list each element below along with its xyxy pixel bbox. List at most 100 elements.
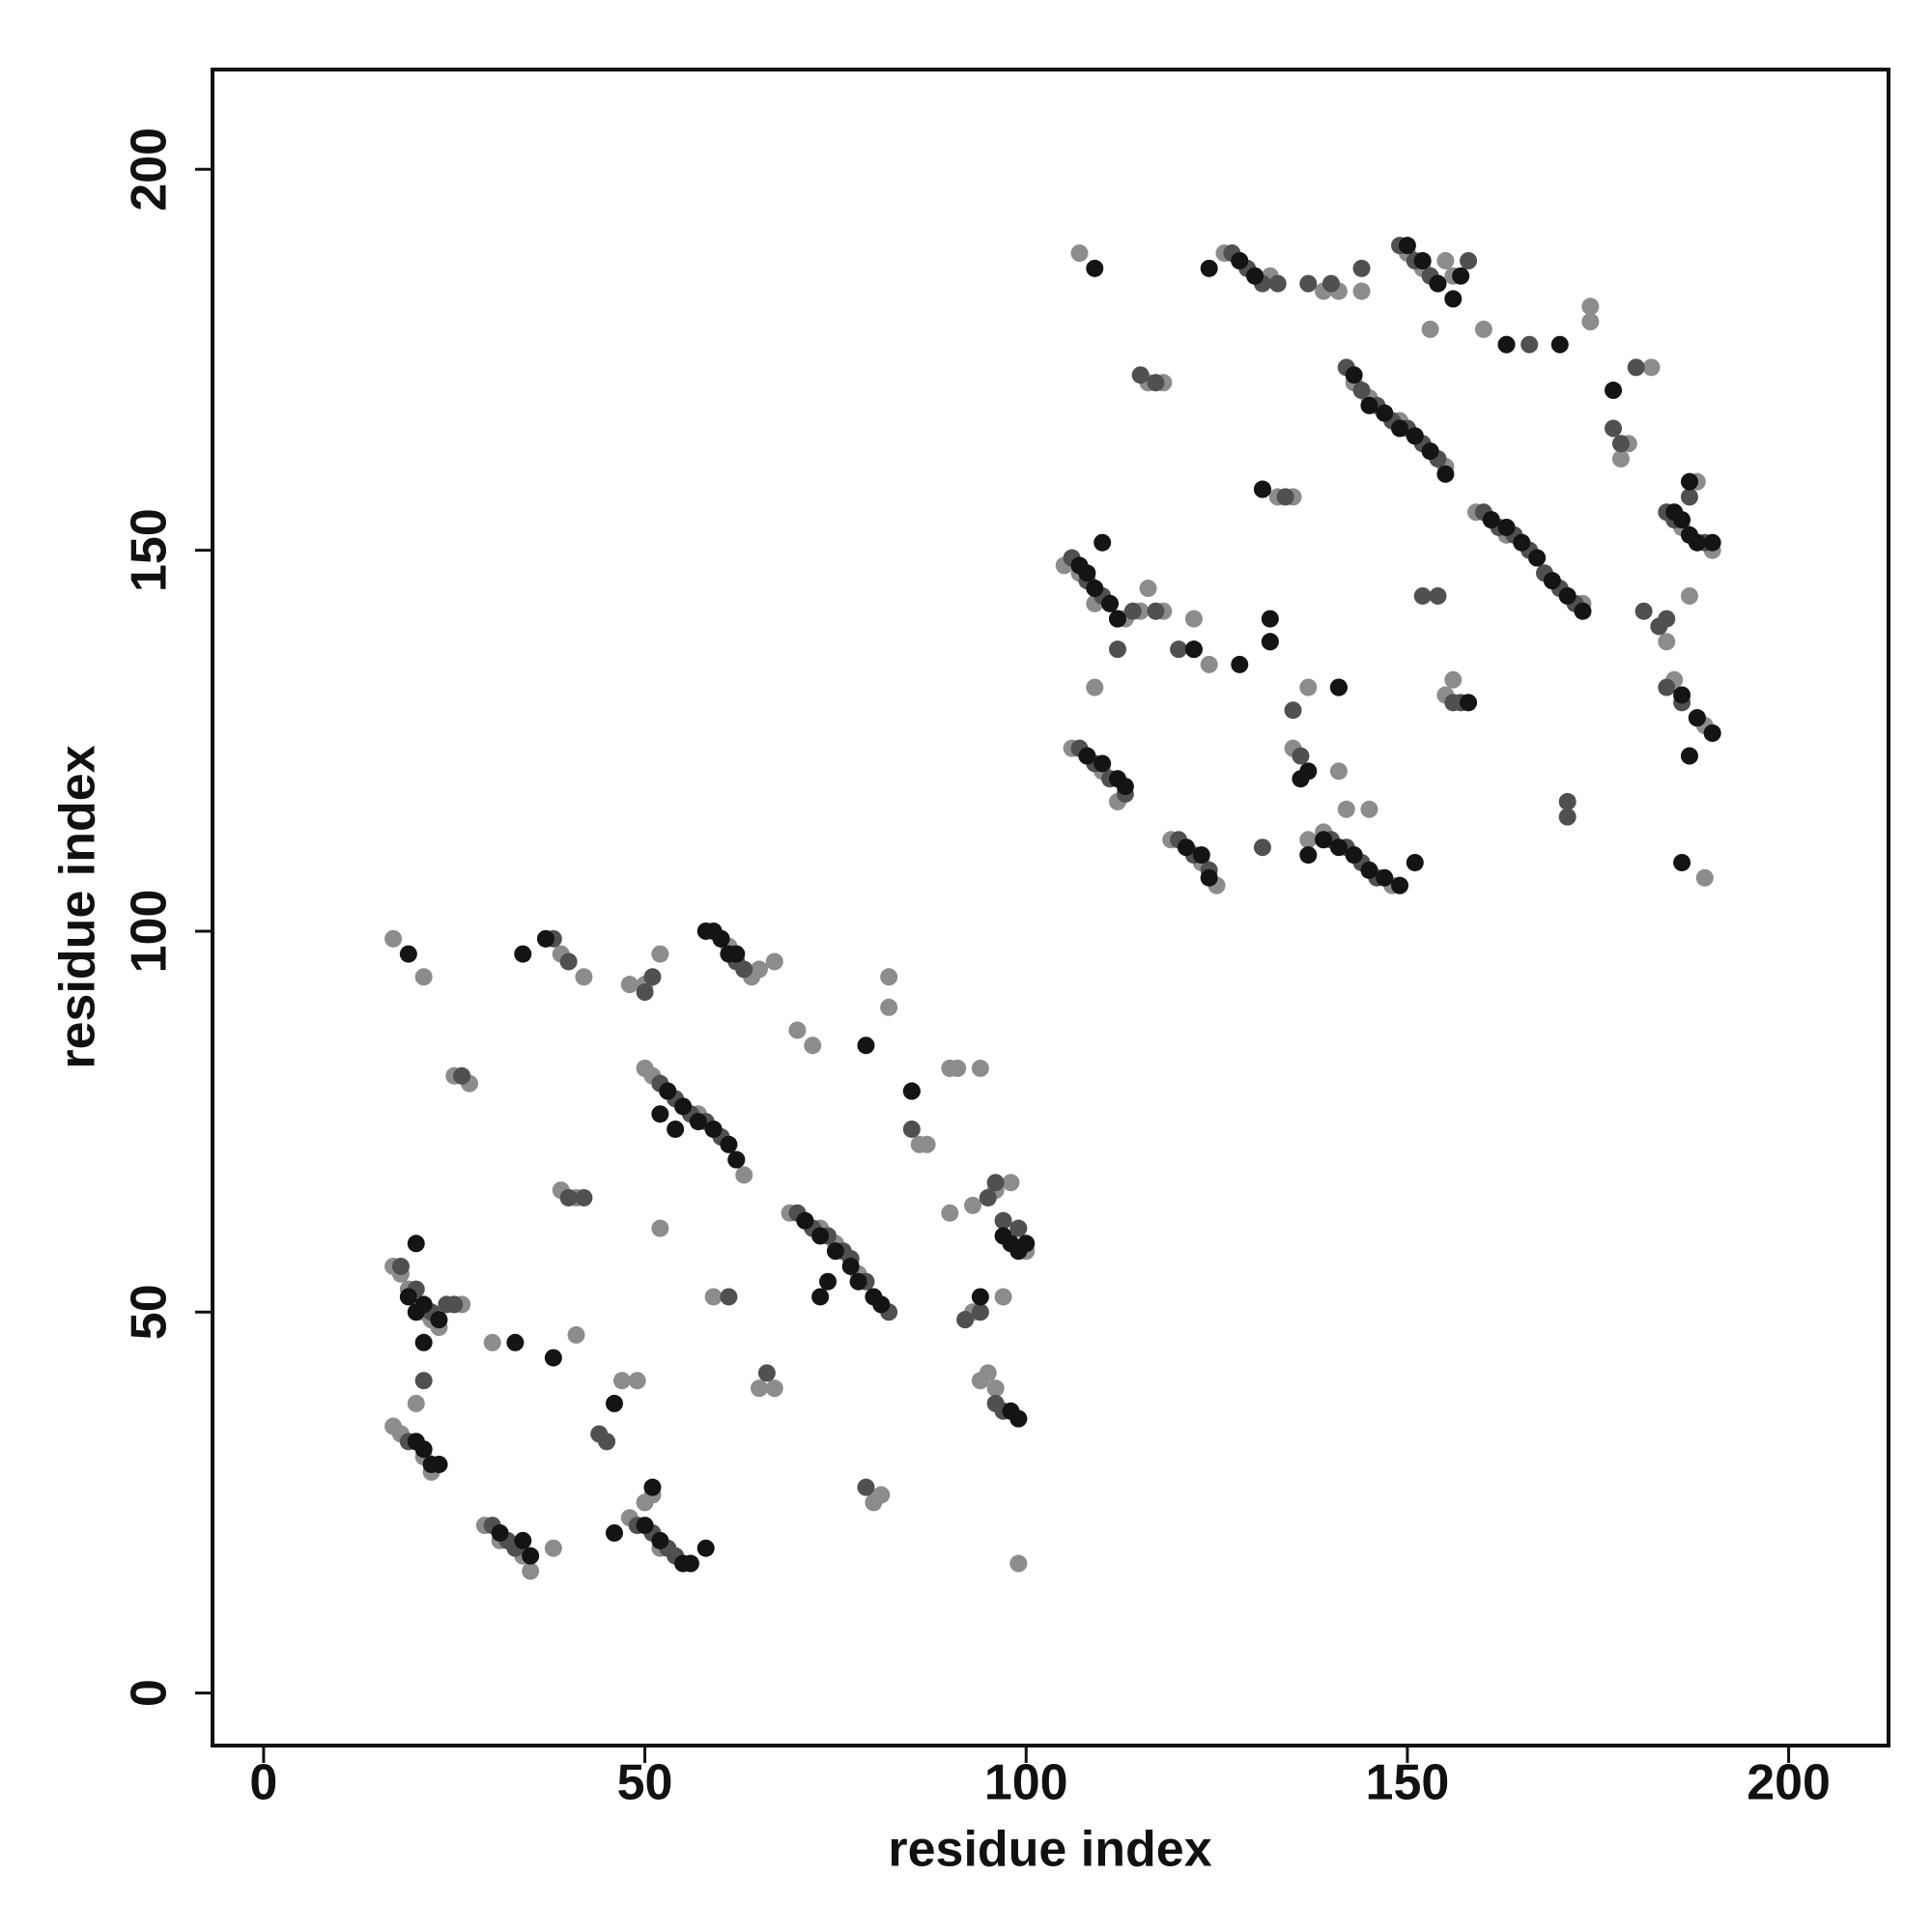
point	[1299, 846, 1318, 865]
point	[567, 1325, 585, 1344]
point	[491, 1523, 509, 1542]
y-tick-label: 150	[122, 508, 178, 592]
point	[1017, 1235, 1036, 1253]
point	[667, 1120, 685, 1138]
point	[1528, 549, 1547, 567]
point	[949, 1059, 967, 1077]
point	[811, 1288, 830, 1306]
point	[1429, 586, 1447, 605]
y-tick-label: 50	[122, 1284, 178, 1340]
point	[880, 968, 898, 986]
point	[1658, 678, 1676, 696]
y-axis-title: residue index	[50, 745, 106, 1068]
point	[1581, 298, 1600, 316]
point	[612, 1372, 631, 1390]
point	[1680, 488, 1698, 506]
point	[986, 1174, 1005, 1192]
point	[963, 1196, 981, 1214]
point	[872, 1295, 891, 1314]
point	[483, 1333, 501, 1351]
point	[1444, 290, 1463, 308]
point	[857, 1037, 875, 1055]
point	[1658, 610, 1676, 628]
point	[750, 1379, 768, 1398]
point	[1315, 831, 1333, 849]
point	[1131, 366, 1150, 384]
point	[651, 945, 669, 963]
point	[674, 1097, 693, 1116]
point	[689, 1113, 707, 1131]
point	[1192, 846, 1210, 865]
point	[1436, 465, 1455, 483]
point	[712, 929, 730, 948]
point	[1497, 335, 1516, 354]
point	[1070, 244, 1089, 263]
point	[651, 1219, 669, 1237]
point	[704, 1288, 723, 1306]
point	[1352, 382, 1371, 400]
point	[1108, 640, 1126, 659]
point	[1581, 313, 1600, 331]
point	[1200, 655, 1218, 673]
point	[1444, 670, 1463, 689]
point	[1413, 251, 1432, 270]
point	[1321, 274, 1340, 293]
point	[720, 1135, 738, 1153]
point	[506, 1333, 525, 1351]
point	[1329, 678, 1348, 696]
point	[1611, 449, 1630, 468]
point	[1261, 610, 1279, 628]
point	[841, 1257, 860, 1275]
point	[1376, 404, 1394, 422]
point	[1178, 838, 1196, 857]
point	[765, 1379, 783, 1398]
point	[1329, 762, 1348, 781]
point	[414, 1333, 433, 1351]
point	[1078, 564, 1096, 582]
point	[414, 1440, 433, 1459]
point	[399, 1288, 417, 1306]
point	[727, 945, 746, 963]
point	[414, 1372, 433, 1390]
point	[1009, 1219, 1028, 1237]
point	[605, 1523, 623, 1542]
point	[1642, 358, 1661, 377]
point	[1345, 846, 1363, 865]
point	[643, 1478, 662, 1496]
point	[971, 1288, 989, 1306]
point	[1116, 778, 1134, 796]
point	[1360, 800, 1378, 818]
point	[1688, 709, 1706, 727]
point	[1094, 754, 1112, 773]
point	[681, 1554, 699, 1573]
point	[1246, 267, 1264, 285]
point	[704, 1120, 723, 1138]
point	[1170, 640, 1188, 659]
point	[727, 1151, 746, 1169]
point	[453, 1066, 471, 1085]
point	[1009, 1554, 1028, 1573]
point	[1231, 251, 1249, 270]
point	[1253, 480, 1271, 498]
point	[979, 1188, 997, 1207]
point	[1094, 533, 1112, 552]
point	[1123, 602, 1142, 620]
point	[1231, 655, 1249, 673]
point	[430, 1311, 448, 1329]
point	[407, 1394, 425, 1412]
point	[796, 1211, 814, 1230]
point	[1688, 533, 1706, 552]
point	[605, 1394, 623, 1412]
point	[1086, 580, 1104, 598]
point	[720, 1288, 738, 1306]
point	[1108, 610, 1126, 628]
point	[1513, 533, 1531, 552]
point	[636, 983, 654, 1002]
point	[1086, 678, 1104, 696]
point	[1139, 580, 1157, 598]
point	[1406, 853, 1424, 871]
point	[1002, 1174, 1020, 1192]
point	[1299, 831, 1318, 849]
point	[1474, 320, 1492, 338]
